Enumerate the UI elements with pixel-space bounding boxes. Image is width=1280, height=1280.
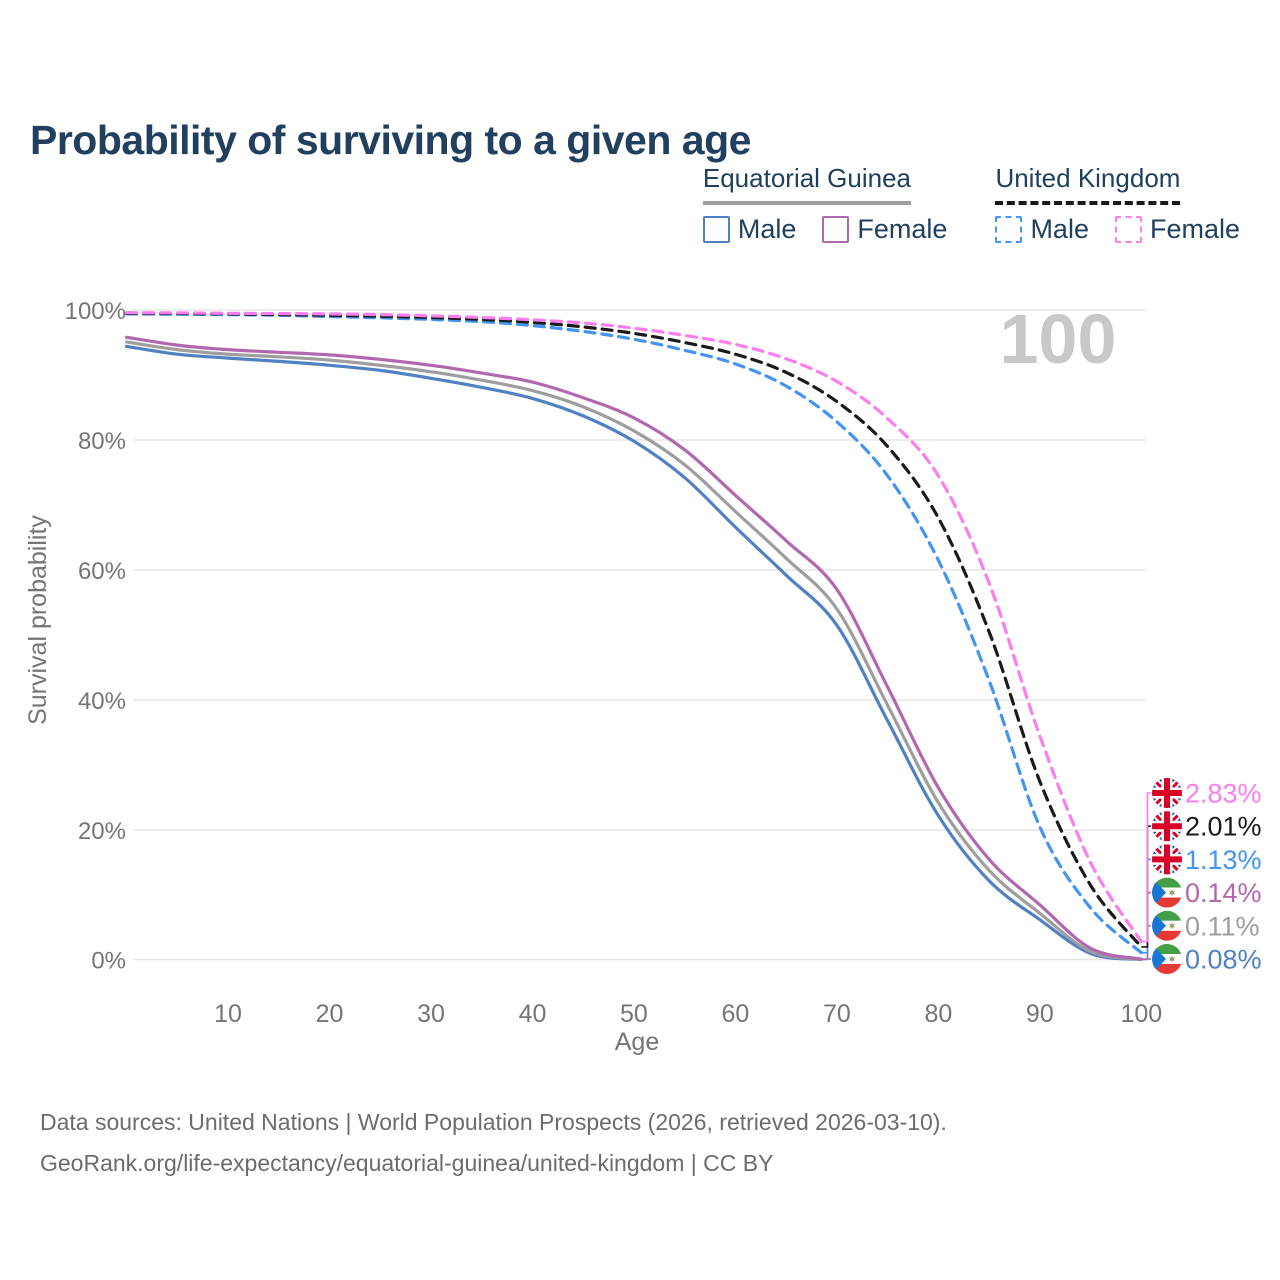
male-checkbox-icon[interactable] (995, 216, 1023, 243)
end-label-value: 2.83% (1185, 779, 1262, 809)
y-tick-label: 100% (65, 298, 126, 325)
series-line-uk-both[interactable] (125, 311, 1143, 949)
x-axis-title: Age (615, 1028, 659, 1056)
series-line-uk-female[interactable] (125, 311, 1143, 944)
y-tick-label: 80% (78, 428, 126, 455)
x-tick-label: 80 (924, 1000, 952, 1028)
equatorial-guinea-flag-icon (1152, 877, 1182, 908)
page-title: Probability of surviving to a given age (30, 117, 751, 164)
end-label-gq-female: 0.14% (1152, 877, 1262, 908)
female-checkbox-icon[interactable] (1114, 216, 1142, 243)
x-tick-label: 10 (214, 1000, 242, 1028)
end-label-value: 0.08% (1185, 945, 1262, 975)
end-label-gq-both: 0.11% (1152, 910, 1260, 941)
male-checkbox-icon[interactable] (702, 216, 730, 243)
united-kingdom-flag-icon (1152, 778, 1182, 808)
legend-item-label: Female (1149, 214, 1240, 244)
x-tick-label: 20 (316, 1000, 344, 1028)
x-tick-label: 100 (1120, 1000, 1162, 1028)
legend-items: Male Female (995, 214, 1240, 245)
legend-group-title: United Kingdom (995, 163, 1181, 205)
legend-item-eg-male[interactable]: Male (702, 214, 797, 245)
x-tick-label: 40 (519, 1000, 547, 1028)
end-label-gq-male: 0.08% (1152, 944, 1262, 975)
series-line-gq-male[interactable] (125, 344, 1143, 962)
y-tick-label: 20% (78, 818, 126, 845)
equatorial-guinea-flag-icon (1152, 910, 1182, 941)
end-label-uk-both: 2.01% (1152, 811, 1262, 842)
legend-item-eg-female[interactable]: Female (822, 214, 947, 245)
y-axis-title: Survival probability (24, 515, 52, 725)
legend: Equatorial Guinea Male Female United Kin… (702, 163, 1240, 245)
end-label-value: 0.14% (1185, 878, 1262, 908)
series-line-gq-female[interactable] (125, 335, 1143, 961)
legend-group-united-kingdom: United Kingdom Male Female (995, 163, 1240, 245)
end-label-value: 0.11% (1185, 911, 1260, 941)
y-tick-label: 40% (78, 688, 126, 715)
end-label-value: 1.13% (1185, 845, 1262, 875)
legend-items: Male Female (702, 214, 947, 245)
legend-item-label: Female (857, 214, 948, 244)
united-kingdom-flag-icon (1152, 844, 1182, 875)
x-tick-label: 50 (620, 1000, 648, 1028)
y-tick-label: 60% (78, 558, 126, 585)
end-label-leader (1141, 825, 1151, 948)
x-tick-label: 90 (1026, 1000, 1054, 1028)
legend-item-uk-male[interactable]: Male (995, 214, 1089, 245)
female-checkbox-icon[interactable] (822, 216, 850, 243)
x-tick-label: 60 (722, 1000, 750, 1028)
age-watermark: 100 (1000, 300, 1117, 378)
legend-group-equatorial-guinea: Equatorial Guinea Male Female (702, 163, 947, 245)
united-kingdom-flag-icon (1152, 811, 1182, 842)
footer-attribution: Data sources: United Nations | World Pop… (40, 1102, 947, 1184)
y-tick-label: 0% (91, 948, 126, 975)
end-label-leader (1141, 858, 1151, 954)
legend-item-uk-female[interactable]: Female (1114, 214, 1240, 245)
x-tick-label: 70 (823, 1000, 851, 1028)
data-sources-line: Data sources: United Nations | World Pop… (40, 1109, 947, 1135)
legend-item-label: Male (737, 214, 797, 244)
source-url-line: GeoRank.org/life-expectancy/equatorial-g… (40, 1150, 774, 1176)
end-label-leader (1141, 925, 1151, 961)
equatorial-guinea-flag-icon (1152, 944, 1182, 974)
legend-group-title: Equatorial Guinea (702, 163, 912, 205)
end-label-uk-male: 1.13% (1152, 844, 1262, 875)
end-label-value: 2.01% (1185, 812, 1262, 842)
end-label-leader (1141, 792, 1151, 943)
end-label-uk-female: 2.83% (1152, 778, 1262, 809)
legend-item-label: Male (1030, 214, 1089, 244)
series-line-gq-both[interactable] (125, 340, 1143, 961)
x-tick-label: 30 (417, 1000, 445, 1028)
series-line-uk-male[interactable] (125, 312, 1143, 955)
